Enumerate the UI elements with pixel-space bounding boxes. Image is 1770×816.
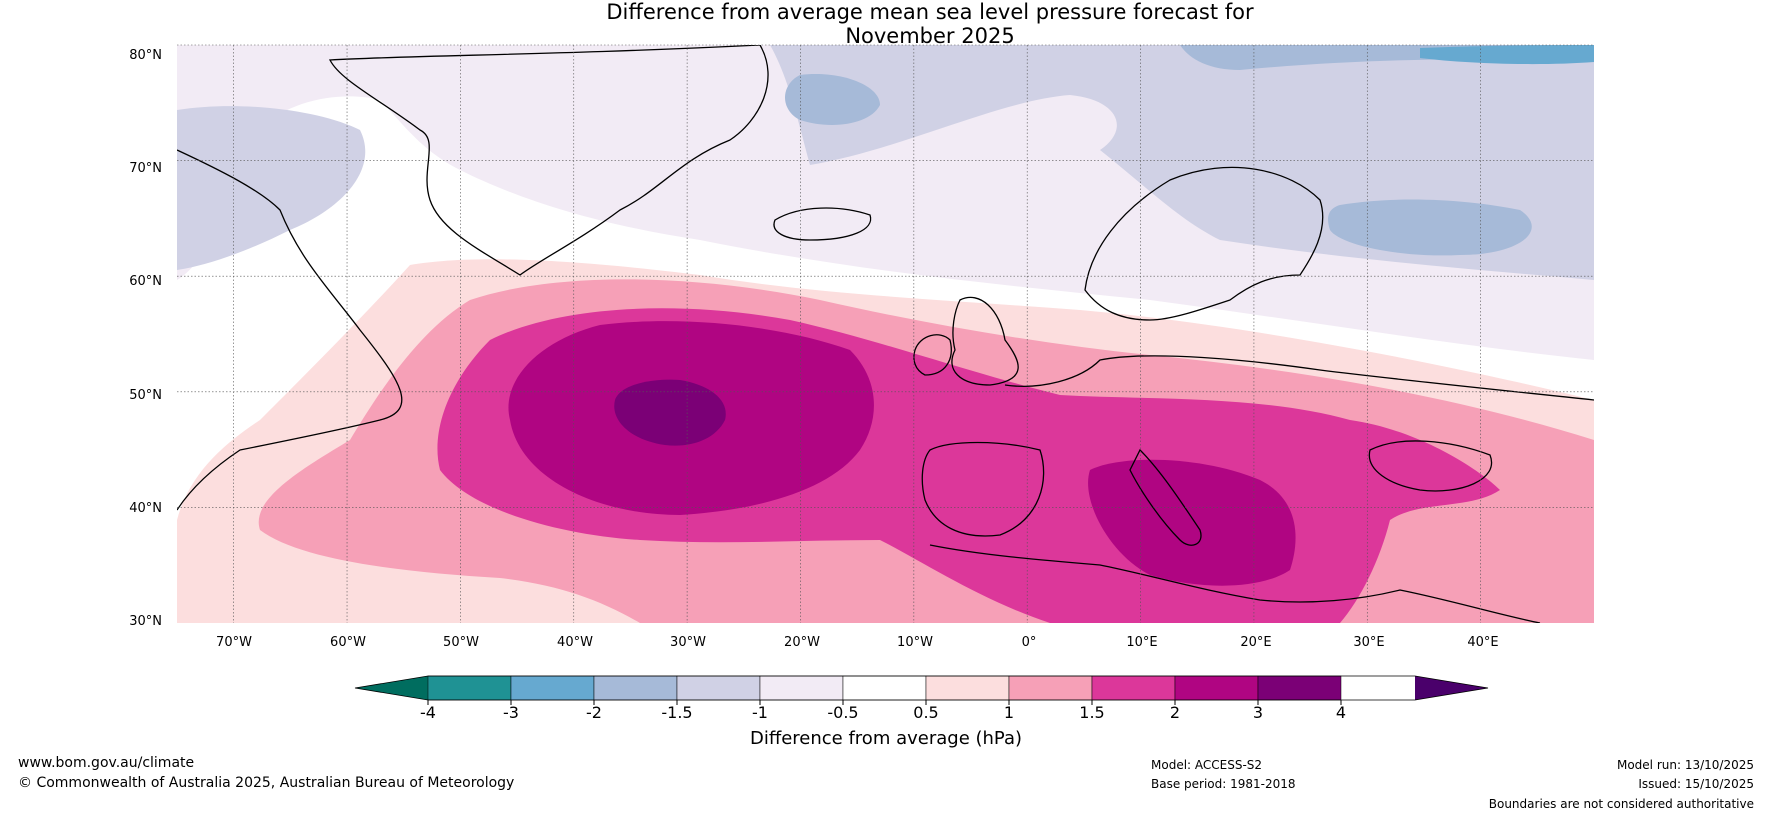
colorbar-segment bbox=[1091, 675, 1176, 701]
colorbar-segment bbox=[593, 675, 678, 701]
colorbar-segment bbox=[510, 675, 595, 701]
lat-label-50n: 50°N bbox=[129, 388, 162, 403]
colorbar-tick-label: 1.5 bbox=[1079, 703, 1105, 722]
colorbar-tick-label: -3 bbox=[503, 703, 519, 722]
scandinavia-coast bbox=[1084, 166, 1324, 321]
contour-neg-4 bbox=[1420, 45, 1594, 65]
colorbar-tick-label: -1 bbox=[752, 703, 768, 722]
lon-label-10e: 10°E bbox=[1126, 635, 1158, 650]
lon-label-50w: 50°W bbox=[443, 635, 479, 650]
map-gridlines bbox=[177, 44, 1594, 623]
coastlines bbox=[177, 45, 1594, 623]
lon-label-20w: 20°W bbox=[784, 635, 820, 650]
europe-coast bbox=[1004, 355, 1594, 401]
colorbar-tick-marks bbox=[427, 700, 1342, 705]
lat-label-40n: 40°N bbox=[129, 501, 162, 516]
ireland-coast bbox=[913, 334, 952, 376]
lon-label-30e: 30°E bbox=[1353, 635, 1385, 650]
map-title: Difference from average mean sea level p… bbox=[0, 0, 1770, 48]
boundaries-disclaimer: Boundaries are not considered authoritat… bbox=[1488, 797, 1754, 811]
lon-label-20e: 20°E bbox=[1240, 635, 1272, 650]
colorbar-tick-label: 2 bbox=[1169, 703, 1181, 722]
website-link[interactable]: www.bom.gov.au/climate bbox=[18, 755, 195, 771]
colorbar-tick-label: -0.5 bbox=[827, 703, 859, 722]
colorbar-tick-label: 1 bbox=[1003, 703, 1015, 722]
colorbar-tick-label: -2 bbox=[586, 703, 602, 722]
colorbar-tick-label: -4 bbox=[420, 703, 436, 722]
map-frame bbox=[177, 45, 1594, 623]
model-name: Model: ACCESS-S2 bbox=[1151, 758, 1263, 772]
lat-label-60n: 60°N bbox=[129, 274, 162, 289]
title-line-2: November 2025 bbox=[845, 24, 1015, 48]
lon-label-60w: 60°W bbox=[330, 635, 366, 650]
colorbar-label: Difference from average (hPa) bbox=[749, 728, 1023, 749]
contour-neg-2 bbox=[177, 45, 1594, 280]
colorbar-segment bbox=[759, 675, 844, 701]
colorbar-segment bbox=[842, 675, 927, 701]
black-sea-coast bbox=[1368, 440, 1493, 492]
colorbar-segment bbox=[1008, 675, 1093, 701]
north-america-coast bbox=[177, 149, 403, 511]
lat-label-30n: 30°N bbox=[129, 614, 162, 629]
colorbar-tick-label: 3 bbox=[1252, 703, 1264, 722]
lon-label-10w: 10°W bbox=[897, 635, 933, 650]
italy-coast bbox=[1129, 448, 1202, 546]
model-run-date: Model run: 13/10/2025 bbox=[1616, 758, 1754, 772]
title-line-1: Difference from average mean sea level p… bbox=[606, 0, 1254, 24]
copyright-text: © Commonwealth of Australia 2025, Austra… bbox=[18, 775, 515, 791]
colorbar-outline bbox=[354, 675, 1489, 701]
contour-neg-3c bbox=[785, 74, 880, 125]
colorbar-segment bbox=[427, 675, 512, 701]
colorbar-segment bbox=[1257, 675, 1342, 701]
contour-pos-3 bbox=[614, 379, 726, 446]
lon-label-0: 0° bbox=[1021, 635, 1037, 650]
lat-label-70n: 70°N bbox=[129, 161, 162, 176]
britain-coast bbox=[951, 296, 1019, 386]
lat-label-80n: 80°N bbox=[129, 48, 162, 63]
base-period: Base period: 1981-2018 bbox=[1151, 777, 1296, 791]
issued-date: Issued: 15/10/2025 bbox=[1638, 777, 1754, 791]
lon-label-40e: 40°E bbox=[1467, 635, 1499, 650]
lon-label-30w: 30°W bbox=[670, 635, 706, 650]
iceland-coast bbox=[773, 207, 872, 241]
colorbar-extend-high bbox=[1415, 676, 1488, 700]
colorbar-segment bbox=[676, 675, 761, 701]
colorbar-tick-label: 0.5 bbox=[913, 703, 939, 722]
colorbar-extend-low bbox=[355, 676, 428, 700]
colorbar bbox=[354, 675, 1489, 705]
colorbar-segment bbox=[925, 675, 1010, 701]
colorbar-segment bbox=[1174, 675, 1259, 701]
africa-coast bbox=[929, 544, 1541, 623]
iberia-coast bbox=[921, 441, 1045, 537]
colorbar-tick-label: -1.5 bbox=[661, 703, 693, 722]
colorbar-tick-label: 4 bbox=[1335, 703, 1347, 722]
contour-pos-2b bbox=[1088, 459, 1296, 586]
lon-label-70w: 70°W bbox=[216, 635, 252, 650]
greenland-coast bbox=[328, 45, 769, 276]
colorbar-segments bbox=[427, 675, 1342, 701]
contour-neg-2b bbox=[177, 106, 366, 270]
lon-label-40w: 40°W bbox=[557, 635, 593, 650]
